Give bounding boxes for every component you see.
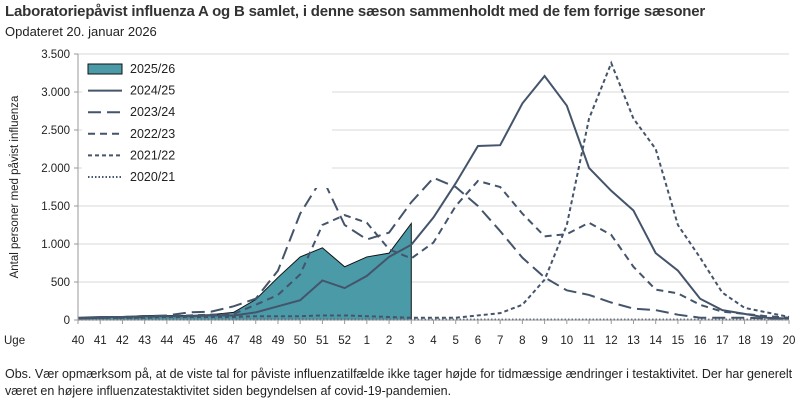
x-tick-label: 43	[138, 335, 151, 347]
chart-title: Laboratoriepåvist influenza A og B samle…	[5, 3, 706, 20]
y-tick-label: 3.500	[41, 49, 70, 61]
x-tick-label: 46	[205, 335, 218, 347]
x-tick-label: 3	[408, 335, 414, 347]
chart-subtitle: Opdateret 20. januar 2026	[5, 24, 157, 39]
x-tick-label: 12	[605, 335, 618, 347]
legend-background	[82, 58, 332, 188]
x-axis-label: Uge	[4, 335, 25, 347]
x-tick-label: 7	[497, 335, 503, 347]
series-area-2025-26	[77, 221, 412, 321]
footnote: Obs. Vær opmærksom på, at de viste tal f…	[5, 367, 793, 398]
x-tick-label: 2	[386, 335, 392, 347]
x-tick-label: 1	[364, 335, 370, 347]
x-tick-label: 18	[738, 335, 751, 347]
x-tick-label: 6	[475, 335, 481, 347]
x-tick-label: 9	[541, 335, 547, 347]
y-tick-label: 0	[64, 315, 70, 327]
x-tick-label: 47	[227, 335, 240, 347]
x-tick-label: 19	[760, 335, 773, 347]
x-tick-label: 40	[72, 335, 85, 347]
x-tick-label: 42	[116, 335, 129, 347]
legend-swatch	[87, 63, 123, 75]
x-tick-label: 20	[783, 335, 796, 347]
x-tick-label: 52	[338, 335, 351, 347]
y-tick-label: 2.000	[41, 163, 70, 175]
legend-label: 2021/22	[130, 148, 175, 162]
series-line-2021-22	[77, 60, 790, 320]
x-tick-label: 11	[583, 335, 595, 347]
legend-label: 2022/23	[130, 127, 175, 141]
y-tick-label: 500	[51, 277, 70, 289]
x-tick-label: 14	[649, 335, 662, 347]
x-tick-label: 16	[694, 335, 707, 347]
series-line-2024-25	[77, 74, 790, 320]
y-tick-label: 1.500	[41, 201, 70, 213]
x-tick-label: 48	[249, 335, 262, 347]
x-tick-label: 8	[519, 335, 525, 347]
series-line-2023-24	[77, 175, 789, 320]
legend-label: 2024/25	[130, 84, 175, 98]
x-tick-label: 41	[94, 335, 107, 347]
x-tick-label: 44	[160, 335, 173, 347]
x-tick-label: 49	[272, 335, 285, 347]
x-tick-label: 45	[183, 335, 196, 347]
x-tick-label: 10	[560, 335, 573, 347]
legend-label: 2020/21	[130, 170, 175, 184]
y-tick-label: 2.500	[41, 125, 70, 137]
series-line-2022-23	[77, 179, 790, 320]
legend-label: 2023/24	[130, 105, 175, 119]
y-tick-label: 3.000	[41, 87, 70, 99]
y-tick-label: 1.000	[41, 239, 70, 251]
legend: 2025/26 2024/25 2023/24 2022/23 2021/22 2020/…	[82, 58, 332, 188]
x-tick-label: 5	[453, 335, 459, 347]
x-tick-label: 51	[316, 335, 329, 347]
legend-label: 2025/26	[130, 62, 175, 76]
x-tick-label: 17	[716, 335, 729, 347]
x-tick-label: 15	[672, 335, 685, 347]
x-tick-label: 13	[627, 335, 640, 347]
y-axis-label: Antal personer med påvist influenza	[9, 95, 21, 278]
x-tick-label: 50	[294, 335, 307, 347]
x-tick-label: 4	[430, 335, 437, 347]
